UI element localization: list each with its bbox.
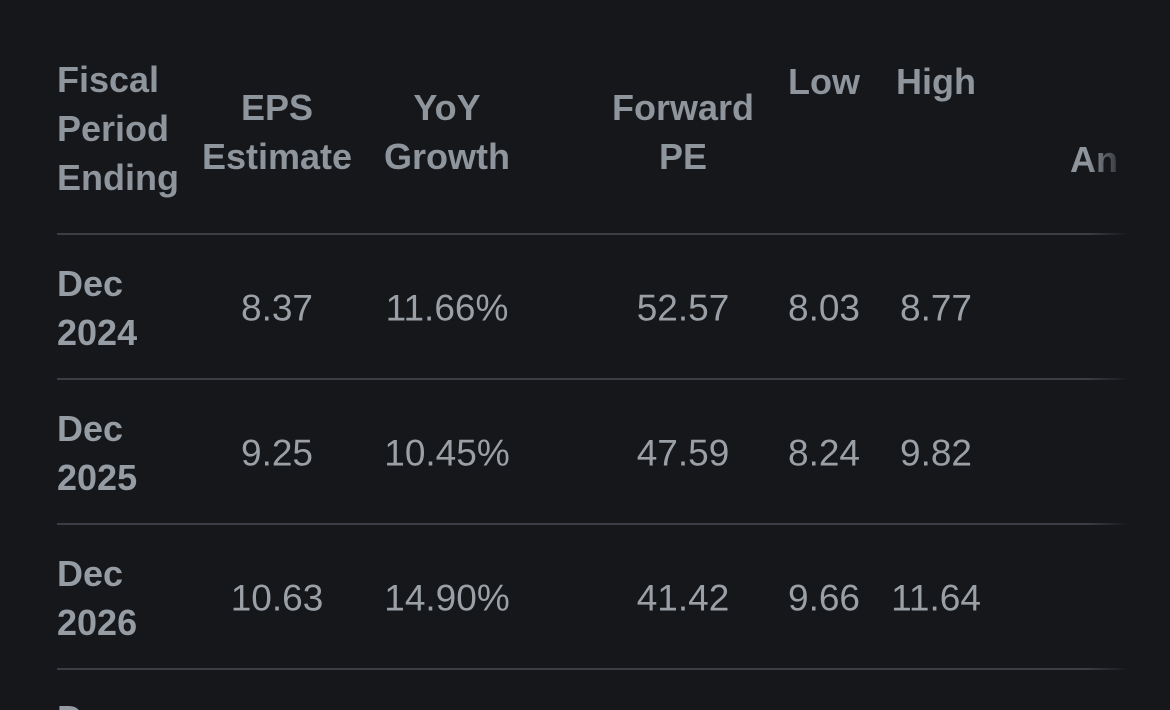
fiscal-period-cell: Dec 2024	[57, 262, 138, 353]
column-fiscal-period-ending: Fiscal Period Ending	[57, 59, 179, 198]
column-analysts-clipped: An	[1070, 139, 1118, 180]
yoy-growth-cell: 14.90%	[384, 577, 510, 618]
low-cell: 9.66	[787, 577, 861, 618]
fiscal-period-cell: Dec 2026	[57, 552, 138, 643]
column-eps-estimate: EPS Estimate	[201, 87, 353, 177]
table-row-dec-2026: Dec 2026 10.63 14.90% 41.42 9.66 11.64	[0, 525, 1170, 670]
yoy-growth-cell: 11.66%	[385, 287, 509, 328]
table-header: Fiscal Period Ending EPS Estimate YoY Gr…	[0, 0, 1170, 235]
high-cell: 8.77	[899, 287, 973, 328]
eps-estimate-cell: 10.63	[230, 577, 324, 618]
forward-pe-cell: 47.59	[636, 432, 730, 473]
column-yoy-growth: YoY Growth	[384, 87, 510, 177]
fiscal-period-cell: Dec 2025	[57, 407, 138, 498]
column-low: Low	[788, 61, 860, 102]
low-cell: 8.03	[787, 287, 861, 328]
table-row-dec-2025: Dec 2025 9.25 10.45% 47.59 8.24 9.82	[0, 380, 1170, 525]
column-high: High	[896, 61, 976, 102]
table-row-dec-2027-partial: Dec 2027	[0, 670, 1170, 710]
table-row-dec-2024: Dec 2024 8.37 11.66% 52.57 8.03 8.77	[0, 235, 1170, 380]
low-cell: 8.24	[787, 432, 861, 473]
eps-estimate-cell: 8.37	[240, 287, 314, 328]
high-cell: 11.64	[891, 577, 981, 618]
column-forward-pe: Forward PE	[611, 87, 754, 177]
high-cell: 9.82	[899, 432, 973, 473]
eps-estimate-cell: 9.25	[240, 432, 314, 473]
forward-pe-cell: 41.42	[636, 577, 730, 618]
forward-pe-cell: 52.57	[636, 287, 730, 328]
fiscal-period-cell: Dec 2027	[57, 694, 207, 710]
yoy-growth-cell: 10.45%	[384, 432, 510, 473]
